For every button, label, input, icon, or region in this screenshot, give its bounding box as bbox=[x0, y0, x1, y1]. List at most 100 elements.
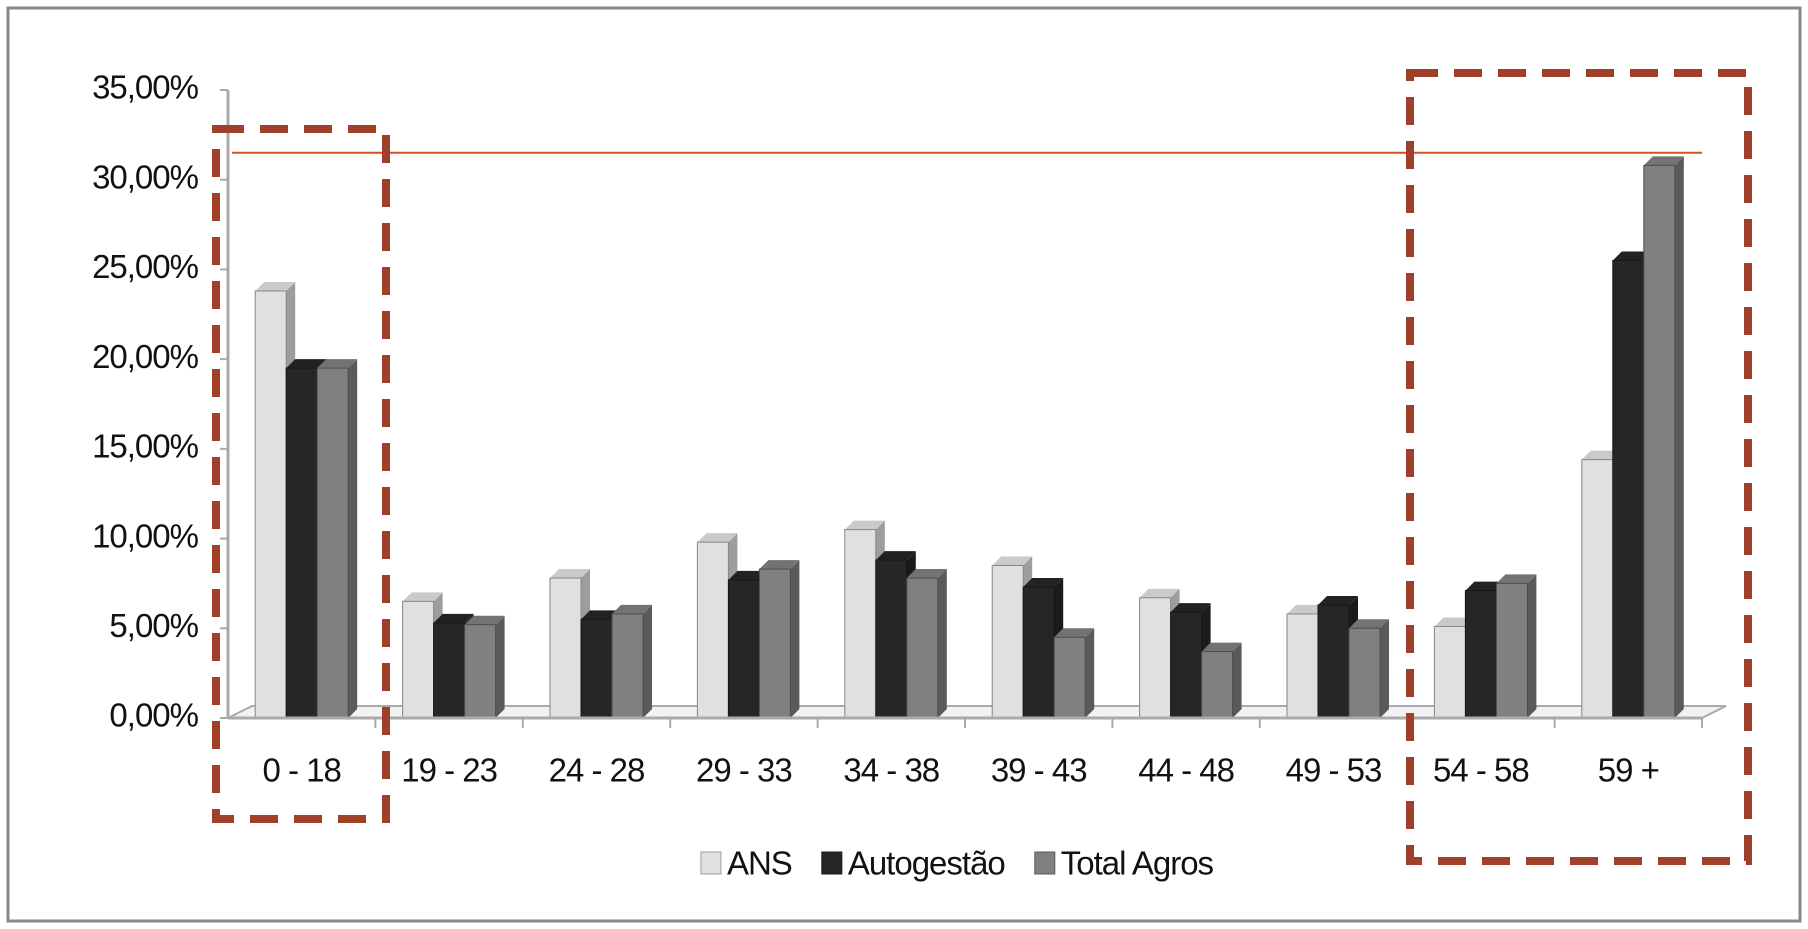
bar-top bbox=[728, 570, 769, 580]
legend-swatch bbox=[1034, 851, 1056, 875]
bar-top bbox=[906, 569, 947, 579]
x-tick-label: 34 - 38 bbox=[843, 752, 939, 789]
bar bbox=[1022, 586, 1055, 719]
bar bbox=[1317, 604, 1350, 719]
y-tick-label: 0,00% bbox=[109, 697, 198, 734]
y-tick-label: 15,00% bbox=[92, 428, 199, 465]
legend-swatch bbox=[821, 851, 843, 875]
bar-side bbox=[1380, 619, 1389, 718]
bar bbox=[758, 568, 791, 719]
bar bbox=[549, 577, 582, 719]
bar-top bbox=[1287, 604, 1327, 614]
bar bbox=[1612, 259, 1645, 719]
x-tick-label: 39 - 43 bbox=[991, 752, 1087, 789]
bar bbox=[906, 577, 939, 719]
x-tick-label: 29 - 33 bbox=[696, 752, 792, 789]
bar-top bbox=[759, 560, 800, 570]
bar-top bbox=[875, 551, 916, 561]
bar bbox=[1581, 459, 1614, 719]
bar-top bbox=[1318, 595, 1358, 605]
x-tick-label: 44 - 48 bbox=[1138, 752, 1234, 789]
y-tick-label: 20,00% bbox=[92, 338, 199, 375]
legend-item: Total Agros bbox=[1034, 845, 1215, 882]
bar bbox=[1201, 651, 1234, 719]
y-tick-label: 5,00% bbox=[109, 607, 198, 644]
bar-top bbox=[1170, 603, 1211, 613]
bar bbox=[727, 579, 760, 719]
bar bbox=[1348, 627, 1381, 719]
bar-top bbox=[433, 613, 474, 623]
bar bbox=[580, 618, 613, 719]
bar bbox=[1170, 611, 1203, 719]
bar-side bbox=[1085, 628, 1095, 718]
bar bbox=[316, 367, 349, 719]
bar bbox=[433, 622, 466, 719]
bar-top bbox=[317, 359, 358, 369]
bar-side bbox=[348, 359, 358, 718]
bar bbox=[991, 564, 1024, 719]
bar bbox=[1053, 636, 1086, 719]
legend-item: ANS bbox=[700, 845, 793, 882]
legend-label: Total Agros bbox=[1061, 845, 1214, 882]
bar bbox=[1286, 613, 1319, 719]
bar-top bbox=[255, 281, 296, 291]
highlight-box bbox=[1406, 69, 1752, 865]
y-tick-label: 35,00% bbox=[92, 69, 199, 106]
bar bbox=[254, 290, 287, 719]
x-tick-label: 59 + bbox=[1598, 752, 1659, 789]
bar bbox=[402, 600, 435, 719]
bar bbox=[696, 541, 729, 719]
bar-top bbox=[612, 604, 652, 614]
y-tick-label: 10,00% bbox=[92, 517, 199, 554]
bar-top bbox=[402, 592, 443, 602]
x-tick-label: 0 - 18 bbox=[263, 752, 341, 789]
bar-top bbox=[1643, 156, 1684, 166]
bar-top bbox=[286, 359, 327, 369]
bar-top bbox=[464, 615, 505, 625]
bar-side bbox=[1674, 156, 1684, 719]
bar-top bbox=[550, 569, 590, 579]
bar-side bbox=[495, 615, 505, 718]
bar-side bbox=[643, 604, 652, 718]
bar bbox=[1464, 590, 1497, 719]
bar-side bbox=[1232, 642, 1242, 718]
bar-top bbox=[1465, 581, 1506, 591]
bar-top bbox=[1496, 574, 1537, 584]
y-tick-label: 25,00% bbox=[92, 248, 199, 285]
bar bbox=[1643, 164, 1676, 719]
bar-top bbox=[1612, 251, 1653, 261]
bar-top bbox=[1023, 578, 1064, 588]
bar-top bbox=[697, 533, 738, 543]
bar-side bbox=[790, 560, 800, 718]
bar bbox=[844, 529, 877, 719]
legend-swatch bbox=[700, 851, 722, 875]
bar-top bbox=[1349, 619, 1389, 629]
legend-label: Autogestão bbox=[848, 845, 1005, 882]
bar bbox=[875, 559, 908, 719]
highlight-box bbox=[212, 125, 390, 823]
x-tick-label: 54 - 58 bbox=[1433, 752, 1529, 789]
bar bbox=[1139, 597, 1172, 719]
plot: 0,00% 5,00% 10,00% 15,00% 20,00% 25,00% 30,00%… bbox=[92, 69, 1727, 882]
bar-top bbox=[1581, 450, 1622, 460]
bar-top bbox=[581, 610, 621, 620]
bar-side bbox=[1527, 574, 1537, 718]
y-tick-label: 30,00% bbox=[92, 158, 199, 195]
legend-label: ANS bbox=[727, 845, 792, 882]
legend: ANS Autogestão Total Agros bbox=[700, 845, 1215, 882]
bar bbox=[1495, 582, 1528, 719]
bar bbox=[1433, 625, 1466, 719]
legend-item: Autogestão bbox=[821, 845, 1006, 882]
bar-top bbox=[1201, 642, 1242, 652]
bar-side bbox=[937, 569, 947, 718]
x-tick-label: 24 - 28 bbox=[549, 752, 645, 789]
bar-top bbox=[1054, 628, 1095, 638]
bar-top bbox=[844, 520, 885, 530]
x-tick-label: 19 - 23 bbox=[401, 752, 497, 789]
bar bbox=[464, 624, 497, 719]
bar-top bbox=[1139, 588, 1180, 598]
bar bbox=[611, 613, 644, 719]
bar-top bbox=[992, 556, 1033, 566]
bar-top bbox=[1434, 617, 1475, 627]
